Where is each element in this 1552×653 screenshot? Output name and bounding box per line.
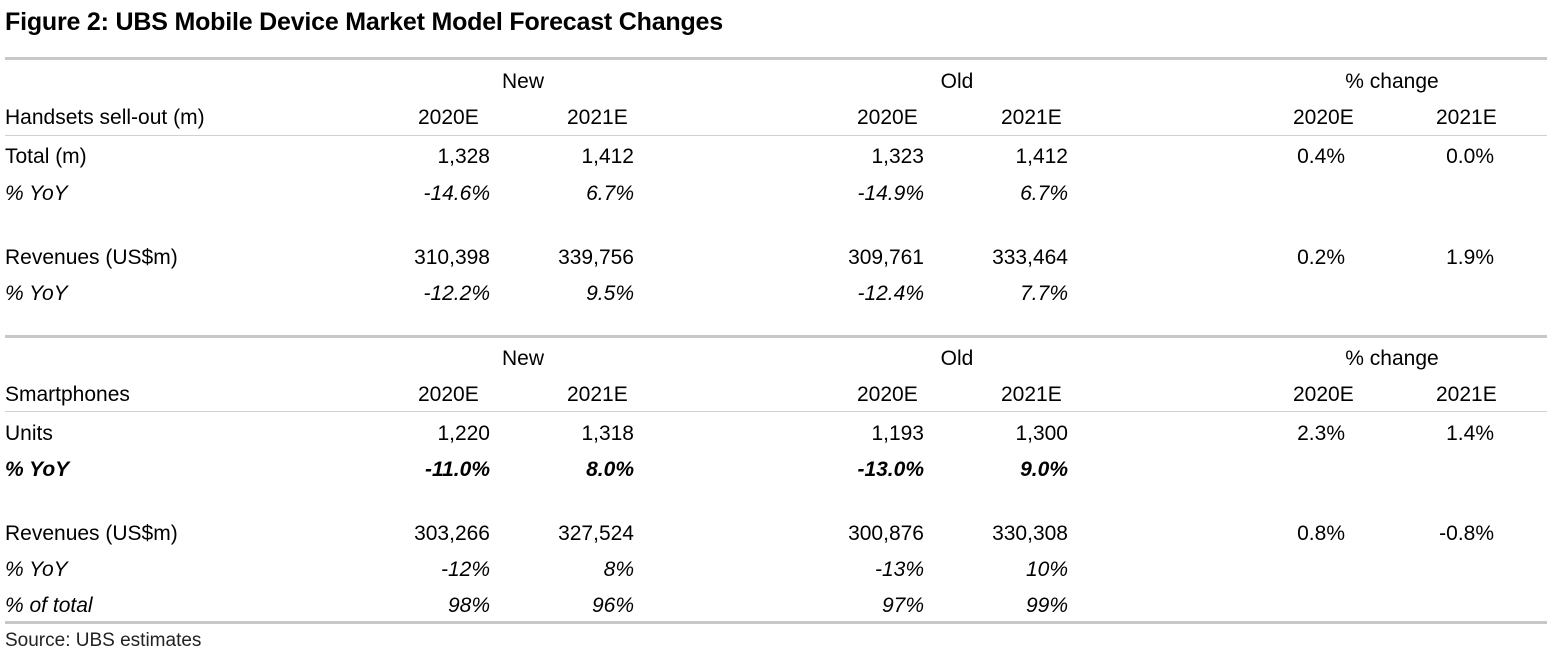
group-old-label: Old bbox=[940, 347, 974, 370]
cell-new2020: -12.2% bbox=[423, 282, 490, 305]
col-new-2020: 2020E bbox=[418, 106, 479, 129]
cell-old2020: 97% bbox=[881, 594, 924, 617]
source-note: Source: UBS estimates bbox=[5, 630, 202, 651]
table-row: Revenues (US$m) 310,398 339,756 309,761 333,… bbox=[0, 241, 1552, 275]
cell-new2021: 327,524 bbox=[558, 522, 634, 545]
cell-old2021: 99% bbox=[1025, 594, 1068, 617]
cell-old2021: 1,300 bbox=[1015, 422, 1068, 445]
table-row: Units 1,220 1,318 1,193 1,300 2.3% 1.4% bbox=[0, 417, 1552, 451]
cell-chg2021: 0.0% bbox=[1446, 145, 1494, 168]
cell-new2020: 310,398 bbox=[414, 246, 490, 269]
cell-old2021: 10% bbox=[1025, 558, 1068, 581]
cell-old2021: 6.7% bbox=[1020, 182, 1068, 205]
row-label: Revenues (US$m) bbox=[5, 246, 178, 269]
figure-title: Figure 2: UBS Mobile Device Market Model… bbox=[5, 8, 723, 36]
table-row: Revenues (US$m) 303,266 327,524 300,876 330,… bbox=[0, 517, 1552, 551]
col-old-2021: 2021E bbox=[1001, 383, 1062, 406]
cell-old2021: 9.0% bbox=[1020, 458, 1068, 481]
cell-new2021: 6.7% bbox=[586, 182, 634, 205]
col-new-2020: 2020E bbox=[418, 383, 479, 406]
cell-chg2020: 0.2% bbox=[1297, 246, 1345, 269]
section1-title: Handsets sell-out (m) bbox=[5, 106, 205, 129]
col-new-2021: 2021E bbox=[567, 383, 628, 406]
section2-header-rule bbox=[5, 411, 1547, 412]
cell-old2020: -14.9% bbox=[857, 182, 924, 205]
cell-new2020: 303,266 bbox=[414, 522, 490, 545]
cell-old2020: -12.4% bbox=[857, 282, 924, 305]
col-chg-2020: 2020E bbox=[1293, 383, 1354, 406]
cell-old2021: 1,412 bbox=[1015, 145, 1068, 168]
cell-chg2021: 1.9% bbox=[1446, 246, 1494, 269]
section1-header-rule bbox=[5, 135, 1547, 136]
cell-new2020: -14.6% bbox=[423, 182, 490, 205]
cell-new2021: 1,318 bbox=[581, 422, 634, 445]
cell-new2021: 96% bbox=[591, 594, 634, 617]
col-chg-2021: 2021E bbox=[1436, 383, 1497, 406]
table-row: % YoY -12.2% 9.5% -12.4% 7.7% bbox=[0, 277, 1552, 311]
cell-old2020: 309,761 bbox=[848, 246, 924, 269]
group-old-label: Old bbox=[940, 70, 974, 93]
cell-old2020: 1,323 bbox=[871, 145, 924, 168]
cell-new2021: 339,756 bbox=[558, 246, 634, 269]
cell-chg2020: 0.8% bbox=[1297, 522, 1345, 545]
cell-old2020: -13% bbox=[874, 558, 924, 581]
table-row: % of total 98% 96% 97% 99% bbox=[0, 589, 1552, 623]
cell-new2020: -11.0% bbox=[425, 458, 490, 481]
row-label: % YoY bbox=[5, 282, 68, 305]
cell-new2020: 98% bbox=[447, 594, 490, 617]
col-old-2021: 2021E bbox=[1001, 106, 1062, 129]
cell-old2021: 333,464 bbox=[992, 246, 1068, 269]
cell-old2020: 1,193 bbox=[871, 422, 924, 445]
table-row: Total (m) 1,328 1,412 1,323 1,412 0.4% 0.0% bbox=[0, 140, 1552, 174]
group-new-label: New bbox=[501, 347, 545, 370]
cell-chg2020: 0.4% bbox=[1297, 145, 1345, 168]
row-label: % of total bbox=[5, 594, 93, 617]
cell-chg2021: -0.8% bbox=[1439, 522, 1494, 545]
col-new-2021: 2021E bbox=[567, 106, 628, 129]
cell-new2021: 9.5% bbox=[586, 282, 634, 305]
row-label: Units bbox=[5, 422, 53, 445]
table-row: % YoY -14.6% 6.7% -14.9% 6.7% bbox=[0, 177, 1552, 211]
section2-title: Smartphones bbox=[5, 383, 130, 406]
col-old-2020: 2020E bbox=[857, 106, 918, 129]
col-chg-2020: 2020E bbox=[1293, 106, 1354, 129]
section2-column-header: Smartphones 2020E 2021E 2020E 2021E 2020… bbox=[0, 378, 1552, 412]
col-old-2020: 2020E bbox=[857, 383, 918, 406]
section-divider-rule bbox=[5, 335, 1547, 338]
cell-new2020: 1,328 bbox=[437, 145, 490, 168]
cell-new2020: 1,220 bbox=[437, 422, 490, 445]
row-label: % YoY bbox=[5, 458, 70, 481]
cell-chg2020: 2.3% bbox=[1297, 422, 1345, 445]
row-label: % YoY bbox=[5, 558, 68, 581]
bottom-rule bbox=[5, 621, 1547, 624]
row-label: Revenues (US$m) bbox=[5, 522, 178, 545]
cell-new2021: 1,412 bbox=[581, 145, 634, 168]
cell-old2020: -13.0% bbox=[857, 458, 924, 481]
section1-column-header: Handsets sell-out (m) 2020E 2021E 2020E … bbox=[0, 101, 1552, 135]
cell-new2020: -12% bbox=[440, 558, 490, 581]
cell-old2020: 300,876 bbox=[848, 522, 924, 545]
row-label: Total (m) bbox=[5, 145, 87, 168]
group-change-label: % change bbox=[1345, 347, 1439, 370]
top-rule bbox=[5, 57, 1547, 60]
cell-new2021: 8.0% bbox=[586, 458, 634, 481]
group-change-label: % change bbox=[1345, 70, 1439, 93]
table-row: % YoY -11.0% 8.0% -13.0% 9.0% bbox=[0, 453, 1552, 487]
cell-chg2021: 1.4% bbox=[1446, 422, 1494, 445]
group-new-label: New bbox=[501, 70, 545, 93]
cell-new2021: 8% bbox=[603, 558, 634, 581]
cell-old2021: 330,308 bbox=[992, 522, 1068, 545]
row-label: % YoY bbox=[5, 182, 68, 205]
col-chg-2021: 2021E bbox=[1436, 106, 1497, 129]
table-row: % YoY -12% 8% -13% 10% bbox=[0, 553, 1552, 587]
cell-old2021: 7.7% bbox=[1020, 282, 1068, 305]
